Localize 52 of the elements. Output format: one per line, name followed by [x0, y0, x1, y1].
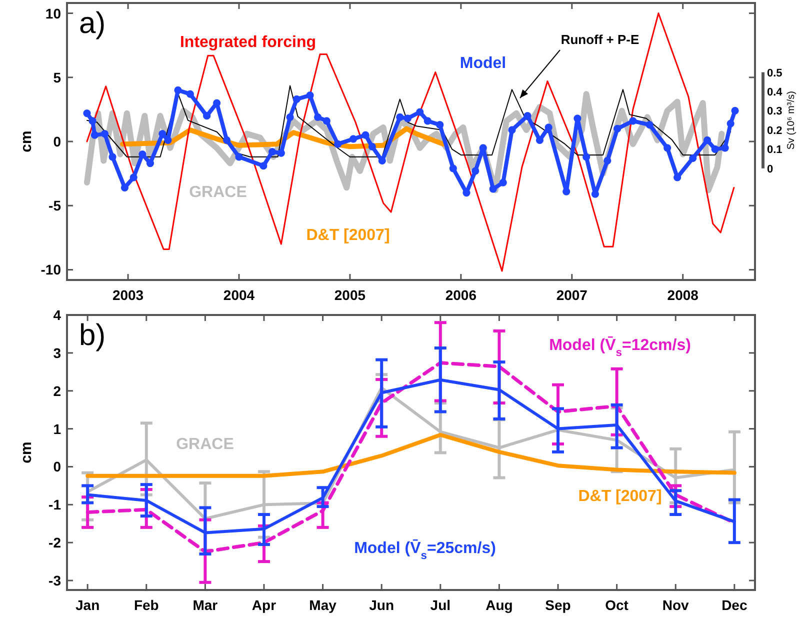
y2-axis-title: Sv (10⁶ m³/s) [786, 91, 797, 150]
x-tick-label: Jun [369, 597, 394, 613]
x-tick-label: 2005 [334, 287, 366, 303]
y-tick-label: -1 [48, 496, 62, 513]
chart-title: b) [79, 319, 106, 352]
y2-tick-label: 0.4 [767, 86, 784, 98]
line-series [86, 432, 736, 478]
series-label: GRACE [176, 436, 234, 453]
x-tick-label: Feb [134, 597, 159, 613]
text: Model (V̄$_{s}$=25cm/s) [354, 539, 496, 562]
y-tick-label: 10 [45, 5, 62, 22]
text: Runoff + P-E [560, 32, 640, 47]
x-tick-label: 2004 [223, 287, 255, 303]
y-tick-label: -3 [48, 572, 62, 589]
text: Model [460, 55, 506, 72]
x-tick-label: Oct [605, 597, 629, 613]
y2-tick-label: 0.1 [767, 144, 782, 156]
x-tick-label: 2006 [445, 287, 477, 303]
x-tick-label: Dec [722, 597, 748, 613]
y-tick-label: -10 [40, 262, 62, 278]
x-tick-label: Jul [430, 597, 451, 613]
series-label: D&T [2007] [578, 488, 662, 505]
x-tick-label: 2003 [112, 287, 144, 303]
y-tick-label: 0 [53, 134, 62, 150]
y2-tick-label: 0.3 [767, 106, 782, 118]
text: D&T [2007] [306, 227, 390, 244]
x-tick-label: Nov [662, 597, 690, 613]
x-tick-label: May [309, 597, 337, 613]
chart-title: a) [79, 7, 106, 40]
x-tick-label: 2008 [667, 287, 699, 303]
y-axis-title: cm [18, 442, 35, 464]
x-tick-label: 2007 [556, 287, 588, 303]
x-tick-label: Mar [192, 597, 218, 613]
series-label: GRACE [189, 184, 248, 201]
text: Model (V̄$_{s}$=12cm/s) [549, 336, 691, 359]
y2-tick-label: 0 [767, 163, 774, 176]
y2-tick-label: 0.5 [767, 67, 782, 80]
y2-tick-label: 0.2 [767, 124, 782, 137]
y-tick-label: 1 [53, 420, 62, 437]
y-tick-label: 3 [53, 344, 62, 361]
y-tick-label: 5 [53, 69, 62, 86]
y-tick-label: -5 [48, 198, 62, 214]
y-tick-label: -2 [48, 534, 62, 551]
series-label: Integrated forcing [180, 34, 316, 51]
x-tick-label: Jan [76, 597, 100, 613]
y-axis-title: cm [18, 130, 35, 152]
y-tick-label: 4 [53, 307, 62, 323]
y-tick-label: 0 [53, 458, 62, 475]
x-tick-label: Apr [252, 597, 277, 613]
x-tick-label: Sep [545, 597, 571, 613]
x-tick-label: Aug [486, 597, 513, 613]
y-tick-label: 2 [53, 382, 62, 399]
